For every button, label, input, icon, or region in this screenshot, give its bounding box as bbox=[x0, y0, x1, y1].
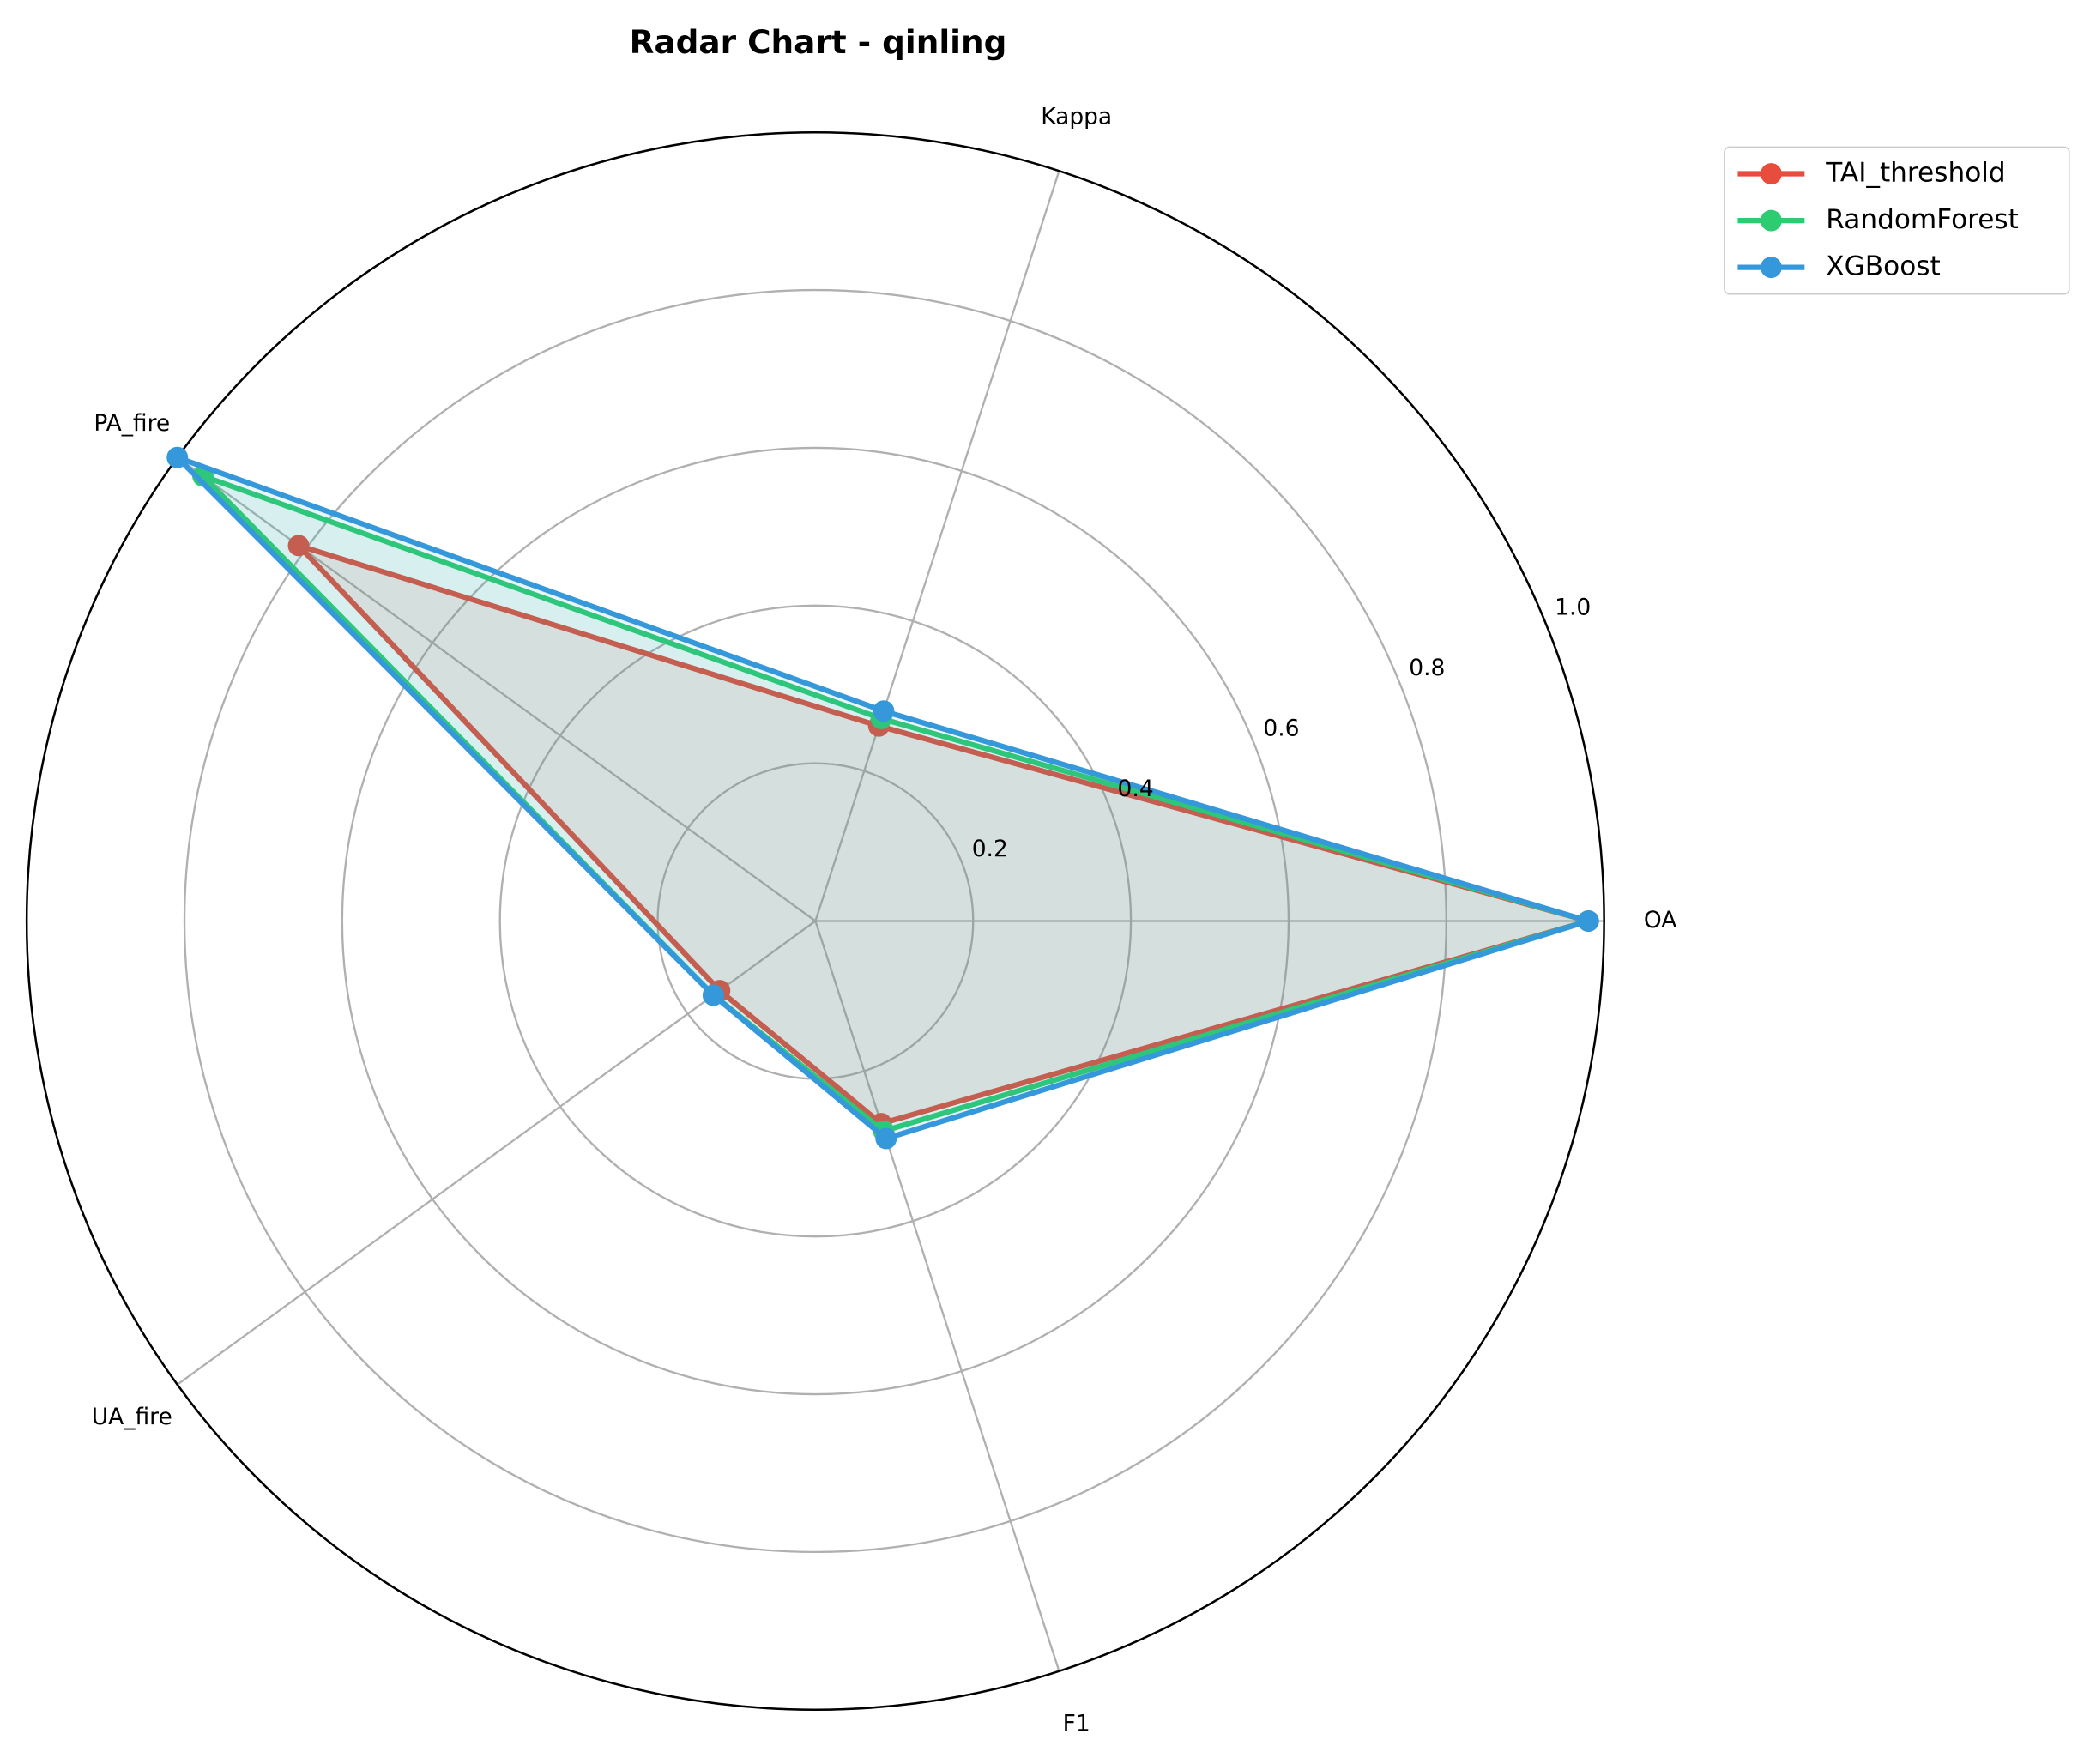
legend-marker bbox=[1760, 163, 1782, 185]
series-point bbox=[873, 700, 895, 722]
series-point bbox=[702, 984, 724, 1006]
legend-label: RandomForest bbox=[1826, 204, 2019, 235]
legend-label: XGBoost bbox=[1826, 251, 1940, 282]
series-area bbox=[295, 542, 1592, 1127]
r-tick-label: 0.4 bbox=[1118, 776, 1154, 802]
legend-box bbox=[1724, 146, 2070, 295]
axis-label: Kappa bbox=[1041, 104, 1112, 130]
outer-ring bbox=[25, 131, 1605, 1711]
axis-label: PA_fire bbox=[94, 410, 170, 437]
spoke bbox=[814, 170, 1060, 921]
axis-label: OA bbox=[1644, 907, 1676, 933]
axis-label: UA_fire bbox=[92, 1404, 172, 1430]
series-point bbox=[166, 446, 189, 468]
spoke bbox=[177, 456, 817, 922]
series-point bbox=[875, 1127, 897, 1150]
r-tick-label: 1.0 bbox=[1555, 595, 1591, 621]
chart-title: Radar Chart - qinling bbox=[630, 23, 1007, 61]
spoke bbox=[814, 921, 1060, 1672]
r-tick-label: 0.6 bbox=[1263, 715, 1299, 741]
axis-label: F1 bbox=[1063, 1710, 1090, 1737]
series-area bbox=[174, 455, 1592, 1142]
legend-label: TAI_threshold bbox=[1825, 158, 2005, 189]
series-point bbox=[1577, 910, 1599, 932]
legend-marker bbox=[1760, 209, 1782, 232]
r-tick-label: 0.2 bbox=[972, 836, 1008, 862]
legend-marker bbox=[1760, 257, 1782, 279]
r-tick-label: 0.8 bbox=[1409, 655, 1445, 681]
series-point bbox=[287, 535, 310, 557]
